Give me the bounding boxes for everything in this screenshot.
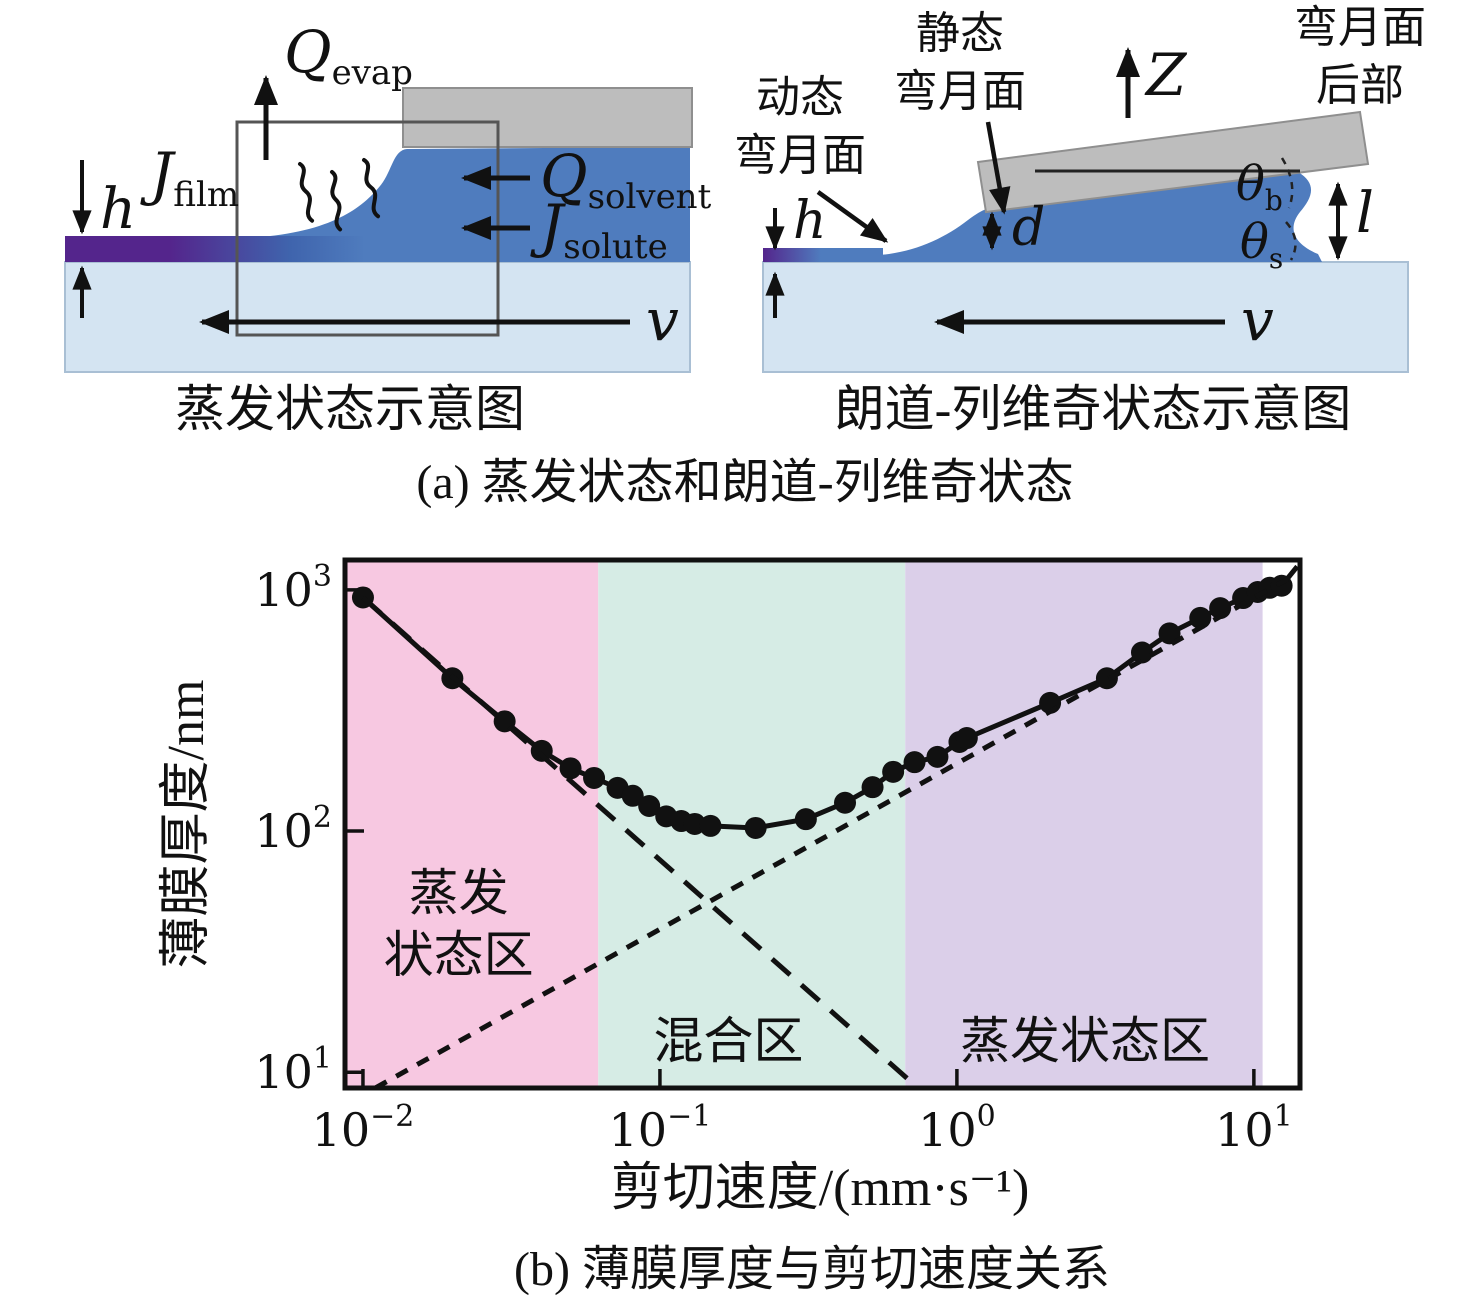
x-tick-label: 101 [1215,1099,1293,1157]
data-point [744,816,767,839]
q-solvent-label: Qsolvent [540,142,712,217]
data-point [1189,606,1212,629]
data-point [638,795,661,818]
static-meniscus-label: 静态 [916,9,1004,58]
y-axis-title: 薄膜厚度/nm [158,680,215,969]
h-label-left: h [100,177,136,242]
x-tick-label: 10−2 [312,1099,415,1157]
h-label-right: h [793,191,827,251]
q-evap-label: Qevap [284,18,413,93]
region-band [345,562,599,1086]
j-film-label: Jfilm [140,140,239,215]
data-point [1270,574,1293,597]
region-band [905,562,1263,1086]
theta-s-arc [1285,221,1297,261]
data-point [1209,597,1232,620]
evaporation-regime-fit-line [361,595,920,1086]
liquid-meniscus-left [245,147,690,262]
plot-frame [342,557,1303,1091]
data-point [955,727,978,750]
z-label: Z [1144,41,1188,109]
theta-s-label: θs [1240,214,1283,275]
static-meniscus-pointer-arrow [985,121,1011,215]
panel-a-caption: (a) 蒸发状态和朗道-列维奇状态 [416,456,1073,509]
deposited-film-right [763,248,821,262]
landau-levich-diagram: 动态 弯月面 静态 弯月面 Z 弯月面 后部 h d θb θs l v 朗道-… [734,3,1426,437]
vapor-squiggle-icons [298,158,381,232]
y-tick-label: 102 [254,800,332,858]
blade-right [976,110,1370,214]
substrate-left [64,261,691,373]
meniscus-rear-label-2: 后部 [1316,61,1404,110]
y-tick-label: 103 [254,559,332,617]
data-point [583,766,606,789]
l-label: l [1356,181,1374,246]
dynamic-meniscus-label: 动态 [756,73,844,122]
data-point [794,808,817,831]
region-label: 混合区 [653,1013,803,1069]
data-point [903,751,926,774]
vapor-squiggle-icon [330,170,343,232]
v-label-right: v [1241,286,1274,354]
static-meniscus-label-2: 弯月面 [894,67,1026,116]
blade-left [402,87,693,148]
x-axis-title: 剪切速度/(mm·s⁻¹) [611,1160,1030,1217]
evaporation-diagram-caption: 蒸发状态示意图 [175,381,525,437]
data-point [926,745,949,768]
meniscus-rear-label: 弯月面 [1294,3,1426,52]
x-tick-label: 100 [918,1099,996,1157]
data-point [834,791,857,814]
x-tick-label: 10−1 [609,1099,712,1157]
y-tick-label: 101 [254,1041,332,1099]
data-point [699,814,722,837]
data-point [1158,622,1181,645]
panel-b-caption: (b) 薄膜厚度与剪切速度关系 [514,1243,1110,1296]
region-label: 蒸发状态区 [960,1013,1210,1069]
vapor-squiggle-icon [298,162,315,223]
dynamic-meniscus-pointer-arrow [816,190,889,243]
d-label: d [1012,198,1045,258]
substrate-right [762,261,1409,373]
landau-levich-fit-line [374,573,1296,1086]
theta-b-arc [1280,157,1294,209]
theta-b-label: θb [1236,156,1283,217]
data-point [1095,667,1118,690]
data-point [882,760,905,783]
data-point [530,739,553,762]
data-point [621,784,644,807]
region-label: 蒸发状态区 [384,865,534,983]
data-point [559,757,582,780]
dynamic-meniscus-label-2: 弯月面 [734,131,866,180]
v-label-left: v [646,286,679,354]
vapor-squiggle-icon [362,158,381,219]
deposited-film-left [65,236,365,262]
evaporation-state-diagram: Qevap Jfilm h Qsolvent Jsolute v 蒸发状态示意图 [64,18,712,437]
landau-diagram-caption: 朗道-列维奇状态示意图 [835,381,1352,437]
data-point [861,776,884,799]
data-point [1130,641,1153,664]
